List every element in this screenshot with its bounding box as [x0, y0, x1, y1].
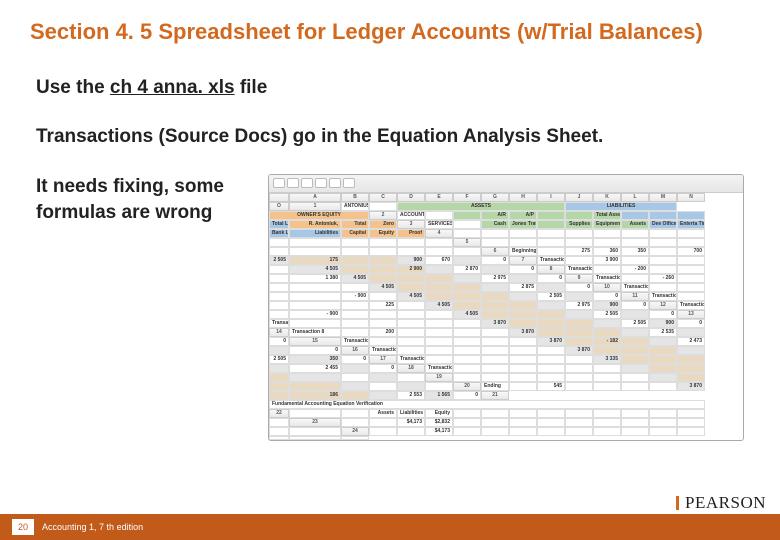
ss-grid: ABCDEFGHIJKLMNO1ANTONIUS'SASSETSLIABILIT… [269, 193, 743, 440]
slide: Section 4. 5 Spreadsheet for Ledger Acco… [0, 0, 780, 540]
spreadsheet-thumb: ABCDEFGHIJKLMNO1ANTONIUS'SASSETSLIABILIT… [268, 174, 744, 441]
line-1: Use the ch 4 anna. xls file [36, 75, 744, 101]
page-number: 20 [12, 519, 34, 535]
line1-b: file [235, 77, 268, 98]
line1-filename: ch 4 anna. xls [110, 77, 235, 98]
spreadsheet-window: ABCDEFGHIJKLMNO1ANTONIUS'SASSETSLIABILIT… [268, 174, 744, 441]
brand-accent [676, 496, 679, 510]
line-2: Transactions (Source Docs) go in the Equ… [36, 124, 744, 150]
toolbar-btn [329, 178, 341, 188]
toolbar-btn [273, 178, 285, 188]
brand-bar: PEARSON [0, 492, 780, 514]
slide-body: Use the ch 4 anna. xls file Transactions… [0, 47, 780, 441]
line1-a: Use the [36, 77, 110, 98]
book-title: Accounting 1, 7 th edition [42, 522, 143, 532]
ss-toolbar [269, 175, 743, 193]
toolbar-btn [301, 178, 313, 188]
pearson-logo: PEARSON [676, 493, 766, 513]
toolbar-btn [343, 178, 355, 188]
slide-title: Section 4. 5 Spreadsheet for Ledger Acco… [0, 0, 780, 47]
toolbar-btn [315, 178, 327, 188]
toolbar-btn [287, 178, 299, 188]
brand-text: PEARSON [685, 493, 766, 513]
footer-bar: 20 Accounting 1, 7 th edition [0, 514, 780, 540]
line-3: It needs fixing, some formulas are wrong [36, 174, 256, 225]
row-fix-and-ss: It needs fixing, some formulas are wrong… [36, 174, 744, 441]
